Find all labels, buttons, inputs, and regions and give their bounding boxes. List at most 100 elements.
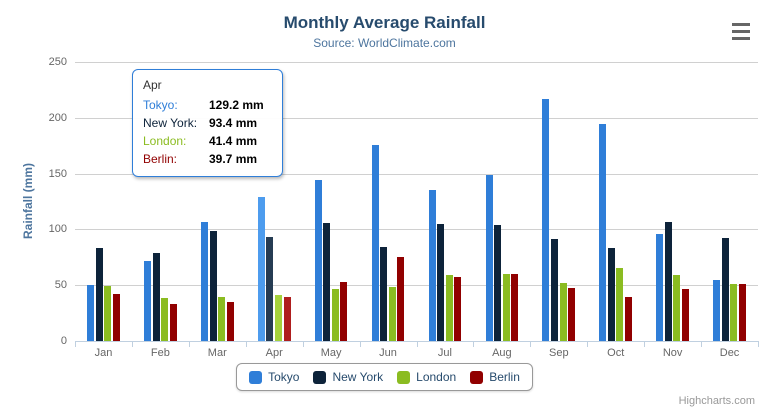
tooltip-row: New York: 93.4 mm (143, 114, 272, 132)
bar-london[interactable] (730, 283, 738, 341)
bar-london[interactable] (445, 275, 453, 341)
bar-berlin[interactable] (454, 276, 462, 341)
chart-subtitle: Source: WorldClimate.com (313, 36, 456, 50)
legend: Tokyo New York London Berlin (0, 363, 769, 391)
bar-berlin[interactable] (511, 273, 519, 341)
legend-symbol (249, 370, 263, 384)
bar-berlin[interactable] (397, 256, 405, 341)
axis-tick (245, 342, 247, 347)
y-axis-label: 200 (48, 111, 67, 124)
bar-berlin[interactable] (226, 302, 234, 341)
bar-new-york[interactable] (95, 247, 103, 341)
tooltip-header: Apr (143, 78, 162, 92)
export-menu-button[interactable] (729, 21, 753, 42)
bar-new-york[interactable] (721, 237, 729, 341)
bar-new-york[interactable] (266, 236, 274, 341)
bar-london[interactable] (616, 268, 624, 341)
bar-new-york[interactable] (607, 247, 615, 341)
x-axis-label: Aug (492, 347, 512, 359)
bar-london[interactable] (331, 288, 339, 341)
y-axis-label: 150 (48, 167, 67, 180)
bar-tokyo[interactable] (485, 175, 493, 341)
axis-tick (701, 342, 703, 347)
axis-tick (75, 342, 76, 347)
bar-london[interactable] (274, 294, 282, 341)
tooltip-row: London: 41.4 mm (143, 132, 272, 150)
tooltip-series-label: New York: (143, 116, 198, 130)
x-axis-label: Feb (150, 347, 170, 359)
bar-berlin[interactable] (112, 293, 120, 341)
tooltip-series-label: Berlin: (143, 152, 178, 166)
tooltip: Apr Tokyo: 129.2 mm New York: 93.4 mm London… (132, 69, 283, 177)
bar-berlin[interactable] (283, 296, 291, 341)
gridline (75, 229, 758, 231)
bar-london[interactable] (559, 282, 567, 341)
bar-new-york[interactable] (494, 224, 502, 341)
legend-symbol (397, 370, 411, 384)
axis-tick (587, 342, 589, 347)
credits-link[interactable]: Highcharts.com (678, 395, 755, 407)
tooltip-series-label: Tokyo: (143, 98, 178, 112)
bar-tokyo[interactable] (200, 222, 208, 341)
bar-tokyo[interactable] (257, 196, 265, 341)
legend-symbol (470, 370, 484, 384)
axis-tick (473, 342, 475, 347)
bar-tokyo[interactable] (713, 280, 721, 341)
axis-tick (188, 342, 190, 347)
legend-box: Tokyo New York London Berlin (236, 363, 533, 391)
legend-item-new-york[interactable]: New York (313, 370, 383, 384)
bar-new-york[interactable] (380, 246, 388, 341)
x-axis-label: Apr (265, 347, 283, 359)
bar-tokyo[interactable] (371, 144, 379, 341)
x-axis-line (75, 341, 759, 342)
bar-london[interactable] (104, 286, 112, 341)
bar-berlin[interactable] (625, 297, 632, 341)
legend-item-tokyo[interactable]: Tokyo (249, 370, 299, 384)
bar-tokyo[interactable] (599, 124, 607, 341)
bar-tokyo[interactable] (542, 99, 550, 341)
tooltip-series-value: 129.2 mm (209, 98, 264, 112)
bar-london[interactable] (161, 297, 169, 341)
bar-london[interactable] (218, 297, 226, 341)
x-axis-label: Oct (607, 347, 625, 359)
bar-berlin[interactable] (169, 303, 177, 341)
hamburger-menu-icon (732, 23, 750, 40)
y-axis-label: 250 (48, 56, 67, 68)
tooltip-series-value: 39.7 mm (209, 152, 258, 166)
axis-tick (359, 342, 361, 347)
tooltip-row: Tokyo: 129.2 mm (143, 96, 272, 114)
x-axis-label: Nov (662, 347, 683, 359)
bar-new-york[interactable] (551, 239, 559, 341)
tooltip-series-value: 93.4 mm (209, 116, 258, 130)
bar-new-york[interactable] (437, 223, 445, 341)
bar-tokyo[interactable] (314, 180, 322, 341)
bar-tokyo[interactable] (656, 234, 664, 341)
bar-london[interactable] (502, 274, 510, 341)
x-axis-label: May (320, 347, 342, 359)
tooltip-series-value: 41.4 mm (209, 134, 258, 148)
bar-new-york[interactable] (664, 222, 672, 341)
bar-berlin[interactable] (681, 288, 689, 341)
legend-item-london[interactable]: London (397, 370, 456, 384)
bar-berlin[interactable] (340, 282, 348, 341)
bar-berlin[interactable] (568, 287, 576, 341)
bar-new-york[interactable] (323, 222, 331, 341)
axis-tick (644, 342, 646, 347)
y-axis-label: 100 (48, 223, 67, 236)
bar-berlin[interactable] (738, 283, 746, 341)
bar-tokyo[interactable] (144, 261, 152, 341)
legend-symbol (313, 370, 327, 384)
bar-new-york[interactable] (209, 231, 217, 341)
x-axis-label: Mar (207, 347, 227, 359)
tooltip-row: Berlin: 39.7 mm (143, 150, 272, 168)
bar-tokyo[interactable] (428, 189, 436, 341)
legend-item-berlin[interactable]: Berlin (470, 370, 520, 384)
bar-tokyo[interactable] (87, 285, 95, 341)
x-axis-label: Jan (94, 347, 113, 359)
bar-new-york[interactable] (152, 253, 160, 341)
gridline (75, 117, 758, 119)
legend-label: Berlin (489, 370, 520, 384)
bar-london[interactable] (673, 274, 681, 341)
bar-london[interactable] (388, 287, 396, 341)
